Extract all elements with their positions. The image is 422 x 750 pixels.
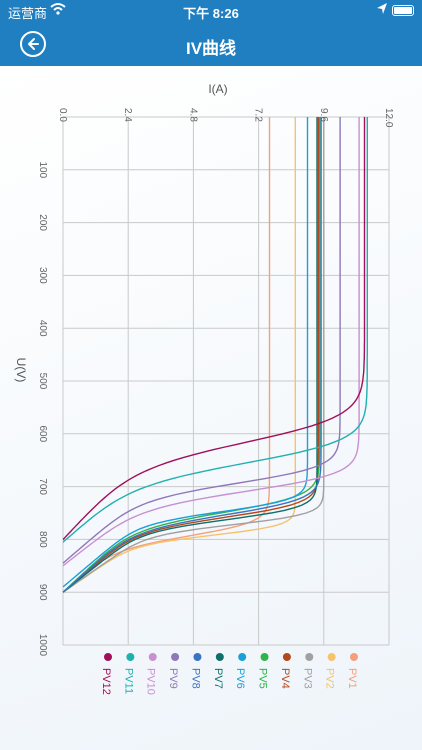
legend-marker-pv4 [282, 653, 291, 661]
legend-label-pv12: PV12 [100, 668, 112, 695]
back-button[interactable] [20, 31, 46, 57]
series-line-pv4 [62, 117, 320, 593]
legend-marker-pv7 [215, 653, 224, 661]
wifi-icon [50, 2, 66, 19]
series-line-pv10 [62, 117, 360, 567]
legend-marker-pv1 [350, 653, 358, 661]
y-tick-label: 300 [37, 267, 48, 284]
location-arrow-icon [376, 2, 388, 19]
current-axis-label: I(A) [208, 82, 227, 96]
chart-legend: PV1 PV2 PV3 PV4 PV5 PV6 PV7 PV8 PV9 PV10 PV11 PV12 [100, 653, 358, 695]
legend-label-pv5: PV5 [257, 668, 269, 689]
series-line-pv5 [62, 117, 321, 593]
legend-label-pv11: PV11 [122, 668, 134, 694]
y-tick-label: 700 [37, 478, 48, 495]
y-tick-label: 900 [37, 584, 48, 601]
x-tick-label: 2.4 [122, 108, 133, 122]
legend-label-pv9: PV9 [167, 668, 179, 689]
chart-grid [62, 116, 390, 646]
legend-label-pv6: PV6 [234, 668, 246, 689]
series-line-pv12 [62, 117, 366, 541]
clock: 下午 8:26 [183, 6, 239, 21]
series-line-pv3 [62, 117, 325, 593]
series-line-pv2 [62, 117, 296, 593]
legend-marker-pv2 [327, 653, 336, 661]
x-tick-label: 4.8 [187, 108, 198, 122]
legend-label-pv4: PV4 [279, 668, 291, 689]
legend-marker-pv6 [238, 653, 247, 661]
x-tick-label: 12.0 [383, 108, 394, 128]
legend-marker-pv5 [260, 653, 269, 661]
iv-curve-chart: 0.0 2.4 4.8 7.2 9.6 12.0 100 200 300 400 500 600 700… [14, 82, 394, 695]
legend-marker-pv12 [104, 653, 112, 661]
series-line-pv6 [62, 117, 309, 588]
legend-label-pv10: PV10 [145, 668, 157, 695]
y-tick-label: 200 [37, 214, 48, 231]
carrier-label: 运营商 [8, 6, 48, 21]
x-tick-label: 9.6 [318, 108, 329, 122]
series-line-pv8 [62, 117, 322, 593]
y-tick-label: 1000 [37, 634, 48, 657]
battery-icon [392, 5, 414, 16]
chart-tick-labels: 0.0 2.4 4.8 7.2 9.6 12.0 100 200 300 400 500 600 700… [37, 108, 394, 657]
y-tick-label: 100 [37, 161, 48, 178]
legend-marker-pv10 [148, 653, 157, 661]
legend-marker-pv3 [305, 653, 314, 661]
series-line-pv7 [62, 117, 318, 593]
nav-bar: IV曲线 [0, 22, 422, 66]
series-line-pv11 [62, 117, 368, 543]
status-bar: 运营商 下午 8:26 [0, 0, 422, 22]
legend-label-pv8: PV8 [189, 668, 201, 689]
chevron-left-icon [28, 38, 39, 50]
y-tick-label: 800 [37, 531, 48, 548]
chart-series [62, 117, 368, 593]
legend-marker-pv8 [193, 653, 202, 661]
voltage-axis-label: U(V) [14, 358, 28, 383]
y-tick-label: 400 [37, 320, 48, 337]
series-line-pv9 [62, 117, 341, 564]
legend-marker-pv9 [171, 653, 180, 661]
legend-label-pv1: PV1 [346, 668, 358, 689]
chart-background [0, 66, 422, 750]
legend-label-pv2: PV2 [324, 668, 336, 689]
legend-label-pv3: PV3 [301, 668, 313, 689]
legend-label-pv7: PV7 [212, 668, 224, 689]
x-tick-label: 7.2 [253, 108, 264, 122]
legend-marker-pv11 [126, 653, 135, 661]
y-tick-label: 500 [37, 373, 48, 390]
page-title: IV曲线 [185, 39, 237, 58]
y-tick-label: 600 [37, 425, 48, 442]
x-tick-label: 0.0 [57, 108, 68, 122]
